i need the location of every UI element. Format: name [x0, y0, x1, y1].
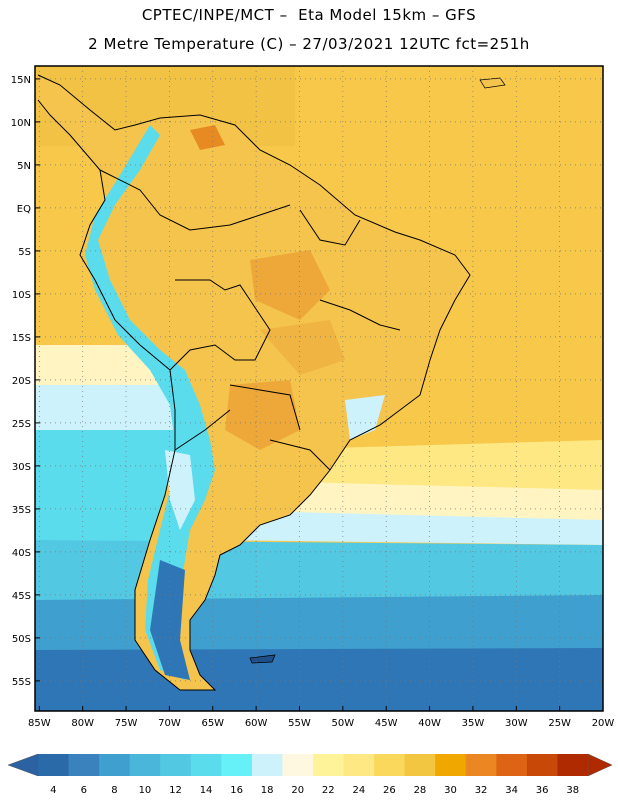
- latitude-label: 5N: [17, 161, 31, 172]
- latitude-label: 10S: [12, 290, 31, 301]
- atlantic-cool-band: [210, 510, 603, 545]
- border-brazil-states: [319, 299, 401, 331]
- colorbar-segment: [465, 754, 497, 776]
- longitude-label: 45W: [375, 718, 398, 729]
- longitude-label: 65W: [201, 718, 224, 729]
- colorbar-segment: [404, 754, 436, 776]
- caribbean-islands: [479, 77, 506, 89]
- colorbar-segment: [374, 754, 406, 776]
- latitude-label: 5S: [18, 247, 31, 258]
- colorbar-label: 16: [230, 785, 243, 796]
- colorbar-segment: [313, 754, 345, 776]
- colorbar-label: 34: [505, 785, 518, 796]
- latitude-label: EQ: [17, 204, 31, 215]
- border-brazil-north: [299, 209, 361, 246]
- warm-area-cerrado: [260, 320, 345, 375]
- longitude-label: 25W: [548, 718, 571, 729]
- longitude-labels: 85W 80W 75W 70W 65W 60W 55W 50W 45W 40W 35W 30W 25W 2…: [28, 706, 614, 729]
- colorbar-label: 4: [50, 785, 56, 796]
- coastline-borders: [37, 74, 471, 691]
- colorbar-segment: [160, 754, 192, 776]
- colorbar-segment: [190, 754, 222, 776]
- colorbar-segment: [68, 754, 100, 776]
- border-colombia-peru: [99, 169, 291, 231]
- latitude-label: 50S: [12, 634, 31, 645]
- temperature-colorbar: 4 6 8 10 12 14 16 18 20 22 24 26 28 30 32 34 36 38: [7, 753, 613, 796]
- patagonia-cold-area: [150, 560, 190, 680]
- colorbar-segment: [129, 754, 161, 776]
- hot-spot-venezuela: [190, 125, 225, 150]
- colorbar-label: 26: [383, 785, 396, 796]
- latitude-label: 45S: [12, 591, 31, 602]
- colorbar-segment: [282, 754, 314, 776]
- longitude-label: 35W: [462, 718, 485, 729]
- colorbar-segment: [99, 754, 131, 776]
- andes-mild-slope: [165, 450, 195, 530]
- colorbar-segment: [557, 754, 589, 776]
- colorbar-label: 24: [352, 785, 365, 796]
- colorbar-label: 12: [169, 785, 182, 796]
- longitude-label: 20W: [592, 718, 615, 729]
- latitude-label: 15S: [12, 333, 31, 344]
- latitude-label: 25S: [12, 419, 31, 430]
- longitude-label: 55W: [288, 718, 311, 729]
- colorbar-under-arrow: [7, 753, 39, 777]
- southern-coldest-band: [35, 648, 603, 711]
- longitude-label: 30W: [505, 718, 528, 729]
- border-paraguay: [229, 384, 301, 431]
- warm-area-amazon: [250, 250, 330, 320]
- longitude-label: 70W: [158, 718, 181, 729]
- serra-do-mar-cool: [345, 395, 385, 440]
- map-fill-area: [35, 66, 603, 711]
- map-subtitle: 2 Metre Temperature (C) – 27/03/2021 12U…: [88, 35, 530, 53]
- colorbar-segment: [526, 754, 558, 776]
- colorbar-label: 28: [414, 785, 427, 796]
- latitude-label: 40S: [12, 548, 31, 559]
- longitude-label: 40W: [418, 718, 441, 729]
- longitude-label: 60W: [245, 718, 268, 729]
- colorbar-label: 14: [200, 785, 213, 796]
- latitude-label: 15N: [11, 75, 31, 86]
- warm-area-chaco: [225, 380, 300, 450]
- latitude-label: 55S: [12, 677, 31, 688]
- south-america-landmass: [38, 75, 470, 690]
- colorbar-label: 18: [261, 785, 274, 796]
- colorbar-label: 10: [139, 785, 152, 796]
- latitude-label: 30S: [12, 462, 31, 473]
- latitude-label: 10N: [11, 118, 31, 129]
- longitude-label: 50W: [332, 718, 355, 729]
- colorbar-segment: [343, 754, 375, 776]
- map-frame: [34, 65, 604, 712]
- andes-cold-ridge: [85, 125, 215, 680]
- latitude-label: 20S: [12, 376, 31, 387]
- colorbar-segment: [38, 754, 70, 776]
- colorbar-label: 8: [111, 785, 117, 796]
- colorbar-label: 32: [475, 785, 488, 796]
- colorbar-label: 36: [536, 785, 549, 796]
- longitude-label: 85W: [28, 718, 51, 729]
- latitude-labels: 15N 10N 5N EQ 5S 10S 15S 20S 25S 30S 35S 40S 45S 50S 5…: [11, 75, 40, 688]
- colorbar-segment: [251, 754, 283, 776]
- latitude-label: 35S: [12, 505, 31, 516]
- pacific-cool-band: [35, 385, 175, 435]
- colorbar-label: 30: [444, 785, 457, 796]
- continent-coastline: [37, 74, 471, 691]
- colorbar-label: 22: [322, 785, 335, 796]
- colorbar-segment: [221, 754, 253, 776]
- longitude-label: 75W: [115, 718, 138, 729]
- border-uruguay: [269, 439, 331, 471]
- colorbar-label: 6: [81, 785, 87, 796]
- colorbar-label: 38: [566, 785, 579, 796]
- colorbar-segment: [496, 754, 528, 776]
- border-chile-argentina: [174, 409, 231, 451]
- border-bolivia: [169, 279, 271, 371]
- map-title: CPTEC/INPE/MCT – Eta Model 15km – GFS: [141, 6, 477, 24]
- colorbar-label: 20: [291, 785, 304, 796]
- colorbar-segment: [435, 754, 467, 776]
- longitude-label: 80W: [71, 718, 94, 729]
- colorbar-over-arrow: [587, 753, 613, 777]
